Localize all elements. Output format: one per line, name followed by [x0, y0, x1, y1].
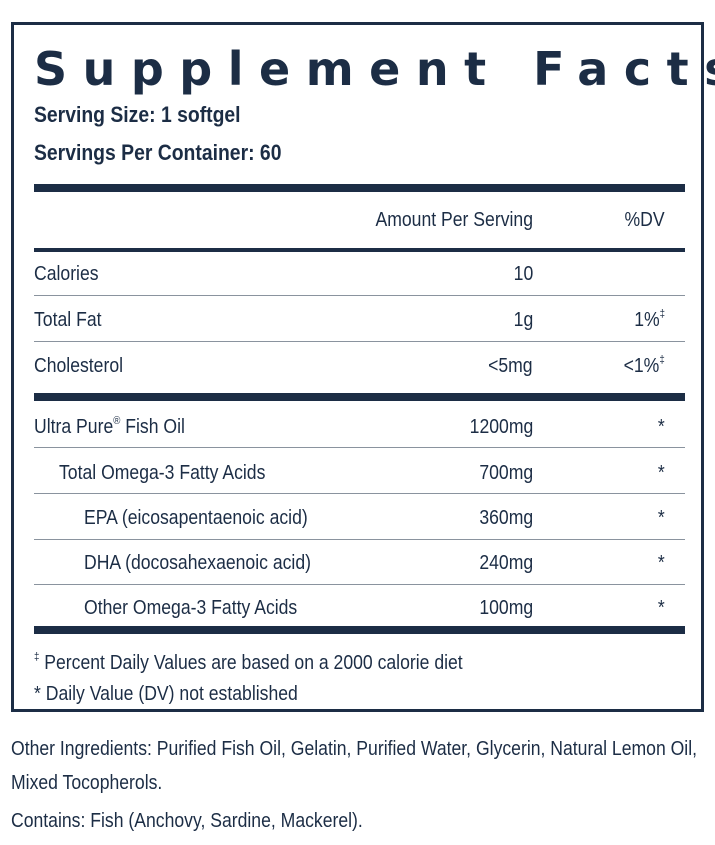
divider-thick-bottom: [34, 626, 685, 634]
row-amount-epa: 360mg: [479, 507, 533, 529]
row-divider: [34, 493, 685, 494]
servings-per-container: Servings Per Container: 60: [34, 140, 282, 165]
row-dv-total-fat: 1%‡: [634, 308, 665, 332]
footnote-daily-values: ‡ Percent Daily Values are based on a 20…: [34, 651, 463, 675]
allergen-contains: Contains: Fish (Anchovy, Sardine, Macker…: [11, 810, 363, 832]
row-amount-cholesterol: <5mg: [488, 355, 533, 377]
row-label-epa: EPA (eicosapentaenoic acid): [84, 507, 308, 529]
divider-thick-top: [34, 184, 685, 192]
row-dv-other-omega-3: *: [658, 597, 665, 619]
row-dv-total-omega-3: *: [658, 462, 665, 484]
row-divider: [34, 447, 685, 448]
row-label-total-fat: Total Fat: [34, 309, 102, 331]
row-label-dha: DHA (docosahexaenoic acid): [84, 552, 311, 574]
row-amount-calories: 10: [513, 263, 533, 285]
row-dv-dha: *: [658, 552, 665, 574]
row-dv-fish-oil: *: [658, 416, 665, 438]
column-header-dv: %DV: [624, 209, 665, 231]
row-label-other-omega-3: Other Omega-3 Fatty Acids: [84, 597, 298, 619]
serving-size: Serving Size: 1 softgel: [34, 102, 241, 127]
divider-thick-middle: [34, 393, 685, 401]
divider-header: [34, 248, 685, 252]
double-dagger-mark: ‡: [34, 651, 40, 663]
row-divider: [34, 295, 685, 296]
other-ingredients: Other Ingredients: Purified Fish Oil, Ge…: [11, 738, 698, 794]
row-amount-other-omega-3: 100mg: [479, 597, 533, 619]
row-divider: [34, 539, 685, 540]
row-divider: [34, 584, 685, 585]
row-amount-total-omega-3: 700mg: [479, 462, 533, 484]
double-dagger-mark: ‡: [659, 354, 665, 366]
double-dagger-mark: ‡: [659, 308, 665, 320]
supplement-facts-panel: Supplement Facts Serving Size: 1 softgel…: [11, 22, 715, 712]
row-amount-dha: 240mg: [479, 552, 533, 574]
registered-mark: ®: [113, 415, 121, 427]
row-divider: [34, 341, 685, 342]
row-label-total-omega-3: Total Omega-3 Fatty Acids: [59, 462, 266, 484]
row-amount-total-fat: 1g: [513, 309, 533, 331]
row-label-cholesterol: Cholesterol: [34, 355, 124, 377]
footnote-not-established: * Daily Value (DV) not established: [34, 683, 298, 705]
row-label-fish-oil: Ultra Pure® Fish Oil: [34, 415, 185, 439]
row-label-calories: Calories: [34, 263, 99, 285]
panel-title: Supplement Facts: [34, 42, 715, 96]
row-amount-fish-oil: 1200mg: [469, 416, 533, 438]
row-dv-cholesterol: <1%‡: [623, 354, 665, 378]
row-dv-epa: *: [658, 507, 665, 529]
column-header-amount: Amount Per Serving: [375, 209, 533, 231]
